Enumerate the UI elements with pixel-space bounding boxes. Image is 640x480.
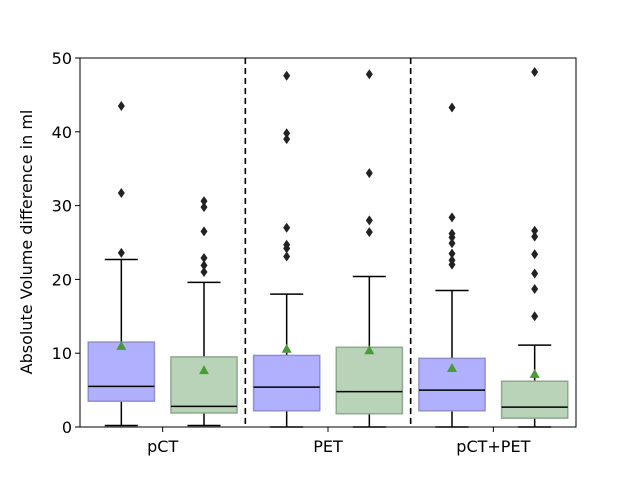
y-tick-label: 40 [52,123,72,142]
mean-marker [447,362,457,372]
x-tick-label: pCT [147,437,178,456]
outlier-point [531,231,539,242]
outlier-point [531,249,539,260]
outlier-point [117,188,125,199]
y-tick-label: 10 [52,344,72,363]
outlier-point [448,255,456,266]
outlier-point [283,222,291,233]
x-axis: pCT PET pCT+PET [147,427,531,456]
plot-area [87,58,569,428]
outlier-point [531,268,539,279]
x-tick-label: pCT+PET [456,437,530,456]
box-iqr [500,380,569,419]
x-tick-label: PET [313,437,343,456]
box-1 [87,100,156,427]
outlier-point [200,196,208,207]
outlier-point [448,212,456,223]
mean-marker [281,343,292,353]
outlier-point [200,260,208,271]
outlier-point [200,226,208,237]
outlier-point [283,128,291,139]
box-4 [335,69,404,428]
outlier-point [365,227,373,238]
outlier-point [448,102,456,113]
outlier-point [283,134,291,145]
y-axis: 0 10 20 30 40 50 [52,49,80,437]
outlier-point [448,238,456,249]
box-iqr [252,354,321,412]
outlier-point [365,69,373,80]
outlier-point [531,225,539,236]
box-6 [500,67,569,428]
box-iqr [335,346,404,415]
box-3 [252,70,321,428]
outlier-point [200,202,208,213]
outlier-point [200,252,208,263]
outlier-point [448,248,456,259]
box-2 [170,196,238,427]
y-tick-label: 0 [62,418,72,437]
y-tick-label: 30 [52,197,72,216]
mean-marker [364,345,375,355]
outlier-point [365,168,373,179]
outlier-point [531,283,539,294]
outlier-point [531,67,539,78]
y-tick-label: 50 [52,49,72,68]
outlier-point [283,251,291,262]
outlier-point [117,100,125,111]
y-tick-label: 20 [52,270,72,289]
box-5 [418,102,486,428]
y-axis-label: Absolute Volume difference in ml [17,110,36,375]
mean-marker [529,368,540,378]
outlier-point [283,70,291,81]
box-iqr [87,341,156,402]
outlier-point [448,228,456,239]
outlier-point [531,311,539,322]
outlier-point [365,215,373,226]
outlier-point [117,247,125,258]
outlier-point [200,267,208,278]
outlier-point [283,239,291,250]
mean-marker [199,365,209,375]
mean-marker [116,340,127,350]
